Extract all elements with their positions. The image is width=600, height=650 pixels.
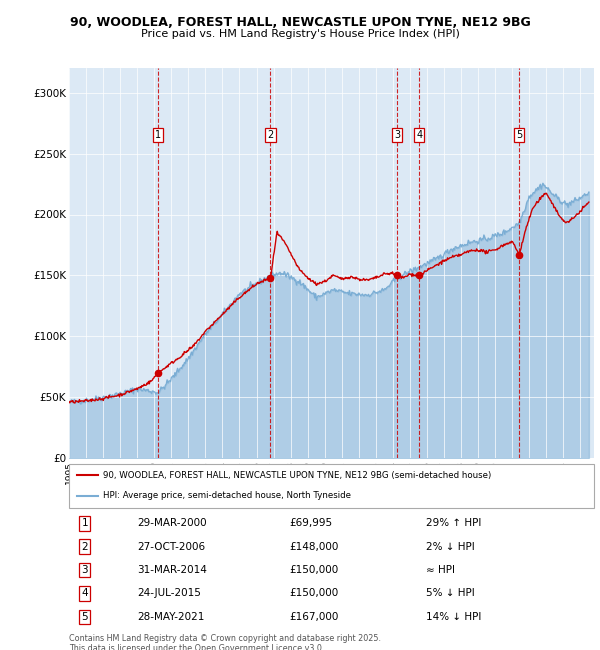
Text: 29-MAR-2000: 29-MAR-2000 (137, 518, 207, 528)
Text: £150,000: £150,000 (290, 588, 339, 599)
Text: 28-MAY-2021: 28-MAY-2021 (137, 612, 205, 622)
Text: Price paid vs. HM Land Registry's House Price Index (HPI): Price paid vs. HM Land Registry's House … (140, 29, 460, 39)
Text: Contains HM Land Registry data © Crown copyright and database right 2025.
This d: Contains HM Land Registry data © Crown c… (69, 634, 381, 650)
Text: 1: 1 (82, 518, 88, 528)
Text: 5% ↓ HPI: 5% ↓ HPI (426, 588, 475, 599)
Text: 31-MAR-2014: 31-MAR-2014 (137, 565, 207, 575)
Text: HPI: Average price, semi-detached house, North Tyneside: HPI: Average price, semi-detached house,… (103, 491, 351, 500)
Text: 90, WOODLEA, FOREST HALL, NEWCASTLE UPON TYNE, NE12 9BG (semi-detached house): 90, WOODLEA, FOREST HALL, NEWCASTLE UPON… (103, 471, 491, 480)
Text: 3: 3 (394, 130, 400, 140)
Text: 29% ↑ HPI: 29% ↑ HPI (426, 518, 481, 528)
Text: 90, WOODLEA, FOREST HALL, NEWCASTLE UPON TYNE, NE12 9BG: 90, WOODLEA, FOREST HALL, NEWCASTLE UPON… (70, 16, 530, 29)
Text: 5: 5 (82, 612, 88, 622)
Text: £167,000: £167,000 (290, 612, 339, 622)
Text: 1: 1 (155, 130, 161, 140)
Text: 4: 4 (82, 588, 88, 599)
Text: ≈ HPI: ≈ HPI (426, 565, 455, 575)
Text: 4: 4 (416, 130, 422, 140)
Text: 2% ↓ HPI: 2% ↓ HPI (426, 541, 475, 552)
FancyBboxPatch shape (69, 464, 594, 508)
Text: 14% ↓ HPI: 14% ↓ HPI (426, 612, 481, 622)
Text: 2: 2 (268, 130, 274, 140)
Text: 2: 2 (82, 541, 88, 552)
Text: 27-OCT-2006: 27-OCT-2006 (137, 541, 205, 552)
Text: £150,000: £150,000 (290, 565, 339, 575)
Text: 3: 3 (82, 565, 88, 575)
Text: £148,000: £148,000 (290, 541, 339, 552)
Text: 5: 5 (516, 130, 522, 140)
Text: £69,995: £69,995 (290, 518, 332, 528)
Text: 24-JUL-2015: 24-JUL-2015 (137, 588, 201, 599)
